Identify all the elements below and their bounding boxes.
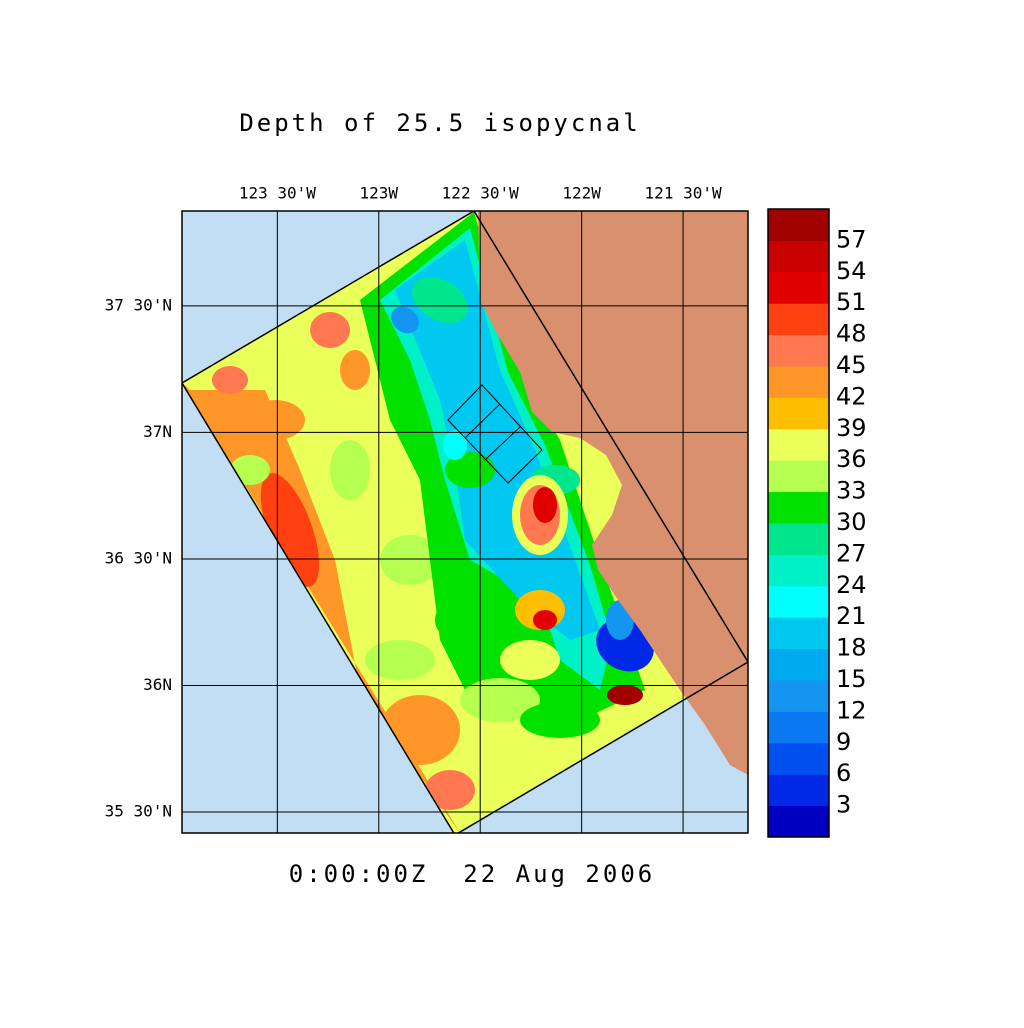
field-patch	[230, 455, 270, 485]
lat-tick-label: 37 30'N	[105, 295, 172, 314]
field-patch	[500, 640, 560, 680]
field-patch	[391, 306, 419, 334]
lon-tick-label: 123W	[360, 184, 399, 203]
colorbar-bin	[768, 428, 829, 461]
colorbar-bin	[768, 680, 829, 712]
lat-tick-label: 36 30'N	[105, 548, 172, 567]
colorbar-frame	[767, 208, 830, 838]
field-patch	[340, 350, 370, 390]
colorbar-tick-label: 51	[836, 288, 867, 316]
colorbar-tick-label: 12	[836, 696, 867, 724]
colorbar-bin	[768, 271, 829, 304]
field-patch	[365, 640, 435, 680]
colorbar-tick-label: 15	[836, 665, 867, 693]
colorbar-tick-label: 54	[836, 257, 867, 285]
colorbar-bin	[768, 303, 829, 336]
domain-outline	[182, 211, 748, 833]
colorbar-bin	[768, 774, 829, 807]
colorbar-bin	[768, 209, 829, 241]
field-patch	[330, 440, 370, 500]
lon-tick-label: 122 30'W	[442, 184, 519, 203]
nested-boxes	[447, 384, 543, 484]
field-patch	[425, 770, 475, 810]
map-area	[182, 211, 748, 833]
colorbar-tick-label: 45	[836, 351, 867, 379]
lon-tick-label: 122W	[562, 184, 601, 203]
colorbar-bin	[768, 617, 829, 650]
colorbar-bin	[768, 523, 829, 555]
field-patch	[520, 702, 600, 738]
title: Depth of 25.5 isopycnal	[239, 109, 640, 137]
colorbar-tick-label: 30	[836, 508, 867, 536]
colorbar-tick-label: 24	[836, 571, 867, 599]
colorbar-tick-label: 36	[836, 445, 867, 473]
colorbar	[768, 209, 829, 838]
colorbar-tick-label: 6	[836, 759, 851, 787]
field-patch	[443, 430, 467, 460]
land	[478, 211, 748, 775]
colorbar-tick-label: 48	[836, 320, 867, 348]
colorbar-bin	[768, 742, 829, 775]
colorbar-bin	[768, 648, 829, 681]
colorbar-bin	[768, 554, 829, 587]
colorbar-tick-label: 33	[836, 477, 867, 505]
field-patch	[533, 487, 557, 523]
colorbar-bin	[768, 585, 829, 618]
colorbar-bin	[768, 711, 829, 744]
map-frame	[181, 210, 749, 834]
field-patch	[435, 595, 505, 645]
colorbar-tick-label: 27	[836, 539, 867, 567]
lon-tick-label: 123 30'W	[239, 184, 316, 203]
colorbar-tick-label: 39	[836, 414, 867, 442]
lon-tick-label: 121 30'W	[645, 184, 722, 203]
field-patch	[412, 277, 468, 323]
colorbar-tick-label: 3	[836, 791, 851, 819]
isopycnal-field	[182, 211, 748, 833]
field-patch	[533, 610, 557, 630]
colorbar-tick-label: 42	[836, 382, 867, 410]
colorbar-bin	[768, 491, 829, 524]
lat-tick-label: 35 30'N	[105, 801, 172, 820]
field-patch	[260, 473, 320, 587]
colorbar-tick-label: 18	[836, 634, 867, 662]
colorbar-tick-label: 21	[836, 602, 867, 630]
colorbar-bin	[768, 805, 829, 838]
colorbar-bin	[768, 334, 829, 367]
field-patch	[607, 685, 643, 705]
lat-tick-label: 36N	[143, 675, 172, 694]
timestamp: 0:00:00Z 22 Aug 2006	[289, 860, 655, 888]
field-patch	[310, 312, 350, 348]
colorbar-bin	[768, 397, 829, 430]
field-patch	[445, 452, 495, 488]
field-patch	[245, 400, 305, 440]
field-patch	[212, 366, 248, 394]
colorbar-tick-label: 9	[836, 728, 851, 756]
lat-tick-label: 37N	[143, 422, 172, 441]
colorbar-tick-label: 57	[836, 225, 867, 253]
colorbar-bin	[768, 240, 829, 273]
colorbar-bin	[768, 366, 829, 398]
field-patch	[380, 535, 440, 585]
colorbar-bin	[768, 460, 829, 493]
